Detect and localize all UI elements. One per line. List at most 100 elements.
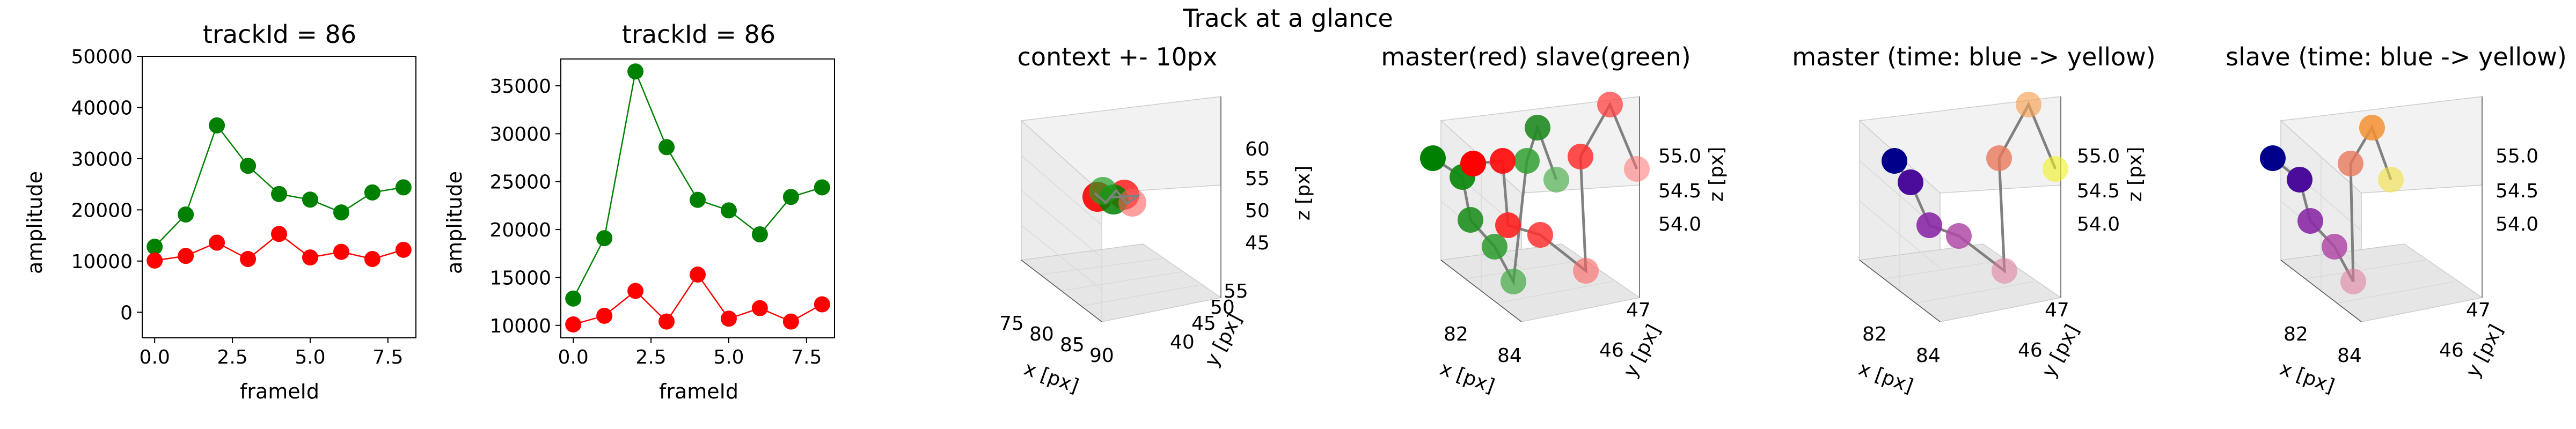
panel-6-xticks: 82 84: [2284, 323, 2362, 367]
series-1-point: [627, 283, 644, 299]
svg-text:54.5: 54.5: [2077, 180, 2120, 202]
panel-3-points: [1082, 177, 1146, 217]
svg-text:47: 47: [2466, 299, 2491, 321]
svg-text:45: 45: [1245, 232, 1270, 254]
panel-3-xlabel: x [px]: [1021, 358, 1082, 397]
svg-text:54.0: 54.0: [1658, 213, 1701, 235]
panel-3-title: context +- 10px: [1018, 42, 1218, 71]
series-1-point: [690, 267, 706, 283]
svg-text:90: 90: [1089, 345, 1114, 367]
panel-4-zlabel: z [px]: [1706, 147, 1728, 202]
series-0-point: [333, 204, 349, 221]
svg-text:46: 46: [2439, 339, 2464, 361]
y-tick-label: 25000: [489, 172, 551, 194]
panel-5-points: [1882, 92, 2068, 284]
panel-slave-time-3d: slave (time: blue -> yellow): [2226, 42, 2567, 397]
y-tick-label: 10000: [71, 251, 133, 273]
panel-6-points: [2260, 115, 2404, 294]
svg-text:54.5: 54.5: [1658, 180, 1701, 202]
y-tick-label: 20000: [71, 199, 133, 221]
panel-5-title: master (time: blue -> yellow): [1792, 42, 2155, 71]
series-1-point: [240, 251, 257, 267]
svg-text:55: 55: [1245, 168, 1270, 190]
svg-text:46: 46: [1599, 339, 1624, 361]
panel-4-zticks: 55.0 54.5 54.0: [1658, 145, 1701, 235]
svg-text:54.0: 54.0: [2496, 213, 2538, 235]
series-1-point: [658, 313, 675, 330]
panel-3-yticks: 55 50 45 40: [1170, 280, 1248, 353]
x-tick-label: 2.5: [217, 346, 247, 368]
series-0-point: [271, 186, 287, 202]
series-0-point: [596, 230, 613, 247]
panel-4-xticks: 82 84: [1444, 323, 1522, 367]
svg-text:55: 55: [1224, 280, 1248, 302]
svg-text:80: 80: [1029, 323, 1054, 345]
svg-text:84: 84: [2337, 345, 2362, 367]
panel-2-xlabel: frameId: [659, 380, 738, 403]
svg-text:54.0: 54.0: [2077, 213, 2120, 235]
series-0-point: [627, 63, 644, 80]
series-0-point: [782, 189, 799, 205]
y-tick-label: 30000: [489, 123, 551, 145]
svg-text:55.0: 55.0: [1658, 145, 1701, 167]
series-0-point: [720, 202, 737, 219]
svg-text:84: 84: [1497, 345, 1522, 367]
panel-6-ylabel: y [px]: [2462, 321, 2507, 381]
plot-frame: [560, 58, 835, 338]
svg-text:45: 45: [1191, 313, 1216, 335]
panel-4-yticks: 47 46: [1599, 299, 1651, 361]
panel-3-zticks: 60 55 50 45: [1245, 138, 1270, 254]
panel-3-axes-box: [1020, 96, 1222, 323]
panel-4-ylabel: y [px]: [1619, 321, 1665, 381]
panel-5-ylabel: y [px]: [2038, 321, 2083, 381]
panel-3-zlabel: z [px]: [1292, 166, 1314, 221]
series-0-point: [364, 184, 380, 201]
panel-6-zticks: 55.0 54.5 54.0: [2496, 145, 2538, 235]
figure-suptitle: Track at a glance: [1182, 4, 1393, 33]
y-tick-label: 40000: [71, 97, 133, 119]
x-tick-label: 7.5: [791, 346, 822, 368]
svg-text:46: 46: [2018, 339, 2043, 361]
series-0-line: [573, 69, 823, 299]
panel-5-zticks: 55.0 54.5 54.0: [2077, 145, 2120, 235]
panel-5-zlabel: z [px]: [2124, 147, 2146, 202]
panel-master-time-3d: master (time: blue -> yellow): [1792, 42, 2155, 397]
x-tick-label: 7.5: [372, 346, 403, 368]
panel-5-xlabel: x [px]: [1856, 358, 1916, 397]
x-tick-label: 5.0: [295, 346, 325, 368]
panel-5-axes-box: [1858, 96, 2062, 323]
svg-text:50: 50: [1245, 200, 1270, 222]
svg-text:60: 60: [1245, 138, 1270, 160]
series-0-point: [240, 158, 257, 174]
y-tick-label: 20000: [489, 219, 551, 241]
series-1-point: [596, 307, 613, 324]
svg-text:47: 47: [2045, 299, 2069, 321]
panel-5-xticks: 82 84: [1862, 323, 1941, 367]
panel-master-slave-3d: master(red) slave(green): [1381, 42, 1728, 397]
series-1-point: [178, 248, 194, 264]
svg-text:75: 75: [999, 313, 1024, 335]
series-1-point: [814, 296, 830, 313]
y-tick-label: 35000: [489, 76, 551, 98]
series-1-point: [209, 234, 225, 251]
y-tick-label: 0: [120, 302, 133, 324]
panel-1-title: trackId = 86: [203, 20, 356, 49]
panel-context-3d: context +- 10px 60 55 50: [999, 42, 1314, 397]
svg-text:82: 82: [2284, 323, 2308, 345]
series-1-point: [271, 226, 287, 242]
y-tick-label: 15000: [489, 267, 551, 289]
series-1-point: [147, 252, 163, 269]
series-0-point: [302, 191, 318, 208]
y-tick-label: 10000: [489, 315, 551, 337]
series-1-point: [565, 316, 582, 332]
panel-1-xlabel: frameId: [240, 380, 319, 403]
plot-frame: [142, 56, 416, 338]
series-1-point: [364, 251, 380, 267]
panel-1-ylabel: amplitude: [23, 171, 47, 274]
panel-4-xlabel: x [px]: [1437, 358, 1498, 397]
series-0-point: [751, 226, 768, 243]
series-1-point: [395, 241, 412, 258]
series-0-point: [178, 206, 194, 223]
svg-text:55.0: 55.0: [2496, 145, 2538, 167]
